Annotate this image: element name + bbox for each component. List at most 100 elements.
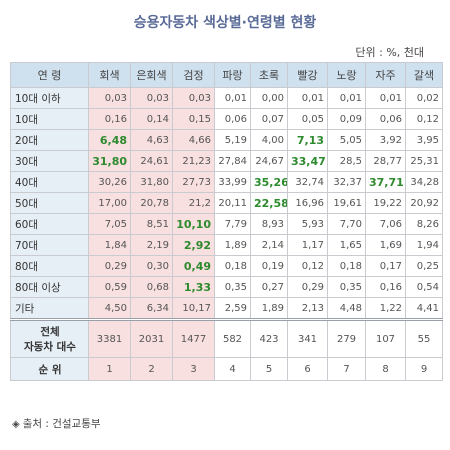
table-cell: 1,84: [88, 234, 131, 256]
table-cell: 32,74: [287, 171, 328, 193]
table-cell: 0,06: [214, 108, 251, 130]
table-row: 10대 0,16 0,14 0,15 0,06 0,07 0,05 0,09 0,06 0,12: [10, 108, 443, 130]
total-cell: 2031: [130, 318, 173, 358]
table-cell: 33,99: [214, 171, 251, 193]
table-cell: 0,05: [287, 108, 328, 130]
page-title: 승용자동차 색상별·연령별 현황: [133, 15, 317, 31]
rank-cell: 4: [214, 357, 251, 381]
table-cell: 0,12: [405, 108, 443, 130]
header-cell: 은회색: [130, 62, 173, 88]
table-cell: 21,2: [172, 192, 215, 214]
table-cell: 2,19: [130, 234, 173, 256]
total-label-line1: 전체: [40, 326, 60, 338]
table-cell: 20,92: [405, 192, 443, 214]
table-cell: 31,80: [88, 150, 131, 172]
table-cell: 7,70: [327, 213, 366, 235]
table-row: 30대 31,80 24,61 21,23 27,84 24,67 33,47 28,5 28,…: [10, 150, 443, 172]
header-row: 연 령 회색 은회색 검정 파랑 초록 빨강 노랑 자주 갈색: [10, 62, 443, 88]
table-cell: 34,28: [405, 171, 443, 193]
table-cell: 10,17: [172, 297, 215, 320]
table-cell: 3,92: [365, 129, 406, 151]
table-cell: 7,13: [287, 129, 328, 151]
table-cell: 21,23: [172, 150, 215, 172]
rank-cell: 9: [405, 357, 443, 381]
table-cell: 0,18: [214, 255, 251, 277]
table-cell: 0,01: [327, 87, 366, 109]
table-cell: 19,22: [365, 192, 406, 214]
table-cell: 8,93: [250, 213, 288, 235]
table-cell: 4,48: [327, 297, 366, 320]
table-cell: 5,93: [287, 213, 328, 235]
row-age-label: 80대 이상: [10, 276, 89, 298]
table-cell: 7,05: [88, 213, 131, 235]
total-cell: 341: [287, 318, 328, 358]
table-cell: 28,5: [327, 150, 366, 172]
table-cell: 32,37: [327, 171, 366, 193]
table-cell: 0,68: [130, 276, 173, 298]
header-cell: 갈색: [405, 62, 443, 88]
header-cell: 회색: [88, 62, 131, 88]
table-cell: 17,00: [88, 192, 131, 214]
total-cell: 55: [405, 318, 443, 358]
table-cell: 24,61: [130, 150, 173, 172]
table-cell: 31,80: [130, 171, 173, 193]
table-cell: 28,77: [365, 150, 406, 172]
table-cell: 0,03: [172, 87, 215, 109]
table-cell: 1,17: [287, 234, 328, 256]
table-cell: 4,66: [172, 129, 215, 151]
table-cell: 0,03: [130, 87, 173, 109]
rank-cell: 1: [88, 357, 131, 381]
row-age-label: 10대 이하: [10, 87, 89, 109]
table-cell: 0,29: [88, 255, 131, 277]
table-row: 80대 0,29 0,30 0,49 0,18 0,19 0,12 0,18 0,17 0,25: [10, 255, 443, 277]
total-cell: 423: [250, 318, 288, 358]
color-age-table: 연 령 회색 은회색 검정 파랑 초록 빨강 노랑 자주 갈색 10대 이하 0,…: [10, 62, 443, 381]
table-cell: 0,30: [130, 255, 173, 277]
table-cell: 0,12: [287, 255, 328, 277]
table-cell: 0,54: [405, 276, 443, 298]
table-cell: 30,26: [88, 171, 131, 193]
rank-cell: 3: [172, 357, 215, 381]
table-cell: 4,00: [250, 129, 288, 151]
row-age-label: 20대: [10, 129, 89, 151]
table-cell: 1,33: [172, 276, 215, 298]
table-row: 20대 6,48 4,63 4,66 5,19 4,00 7,13 5,05 3,92 3,95: [10, 129, 443, 151]
total-cell: 3381: [88, 318, 131, 358]
header-cell: 노랑: [327, 62, 366, 88]
header-cell: 파랑: [214, 62, 251, 88]
table-cell: 7,06: [365, 213, 406, 235]
table-cell: 7,79: [214, 213, 251, 235]
table-cell: 0,16: [365, 276, 406, 298]
rank-row: 순 위 1 2 3 4 5 6 7 8 9: [10, 357, 443, 381]
rank-label: 순 위: [10, 357, 89, 381]
table-cell: 24,67: [250, 150, 288, 172]
table-cell: 22,58: [250, 192, 288, 214]
table-row: 10대 이하 0,03 0,03 0,03 0,01 0,00 0,01 0,01 0,01 0,…: [10, 87, 443, 109]
table-cell: 2,14: [250, 234, 288, 256]
table-cell: 0,49: [172, 255, 215, 277]
total-cell: 1477: [172, 318, 215, 358]
table-cell: 0,07: [250, 108, 288, 130]
table-cell: 0,06: [365, 108, 406, 130]
rank-cell: 5: [250, 357, 288, 381]
rank-cell: 6: [287, 357, 328, 381]
table-cell: 5,05: [327, 129, 366, 151]
table-cell: 2,92: [172, 234, 215, 256]
table-cell: 20,78: [130, 192, 173, 214]
total-row: 전체 자동차 대수 3381 2031 1477 582 423 341 279…: [10, 318, 443, 358]
table-cell: 0,17: [365, 255, 406, 277]
table-cell: 8,26: [405, 213, 443, 235]
total-cell: 107: [365, 318, 406, 358]
table-cell: 1,94: [405, 234, 443, 256]
rank-cell: 7: [327, 357, 366, 381]
rank-cell: 8: [365, 357, 406, 381]
table-cell: 0,16: [88, 108, 131, 130]
total-cell: 582: [214, 318, 251, 358]
row-age-label: 60대: [10, 213, 89, 235]
table-cell: 1,69: [365, 234, 406, 256]
header-age: 연 령: [10, 62, 89, 88]
table-cell: 25,31: [405, 150, 443, 172]
table-cell: 6,48: [88, 129, 131, 151]
table-row: 40대 30,26 31,80 27,73 33,99 35,26 32,74 32,37 37…: [10, 171, 443, 193]
table-cell: 10,10: [172, 213, 215, 235]
